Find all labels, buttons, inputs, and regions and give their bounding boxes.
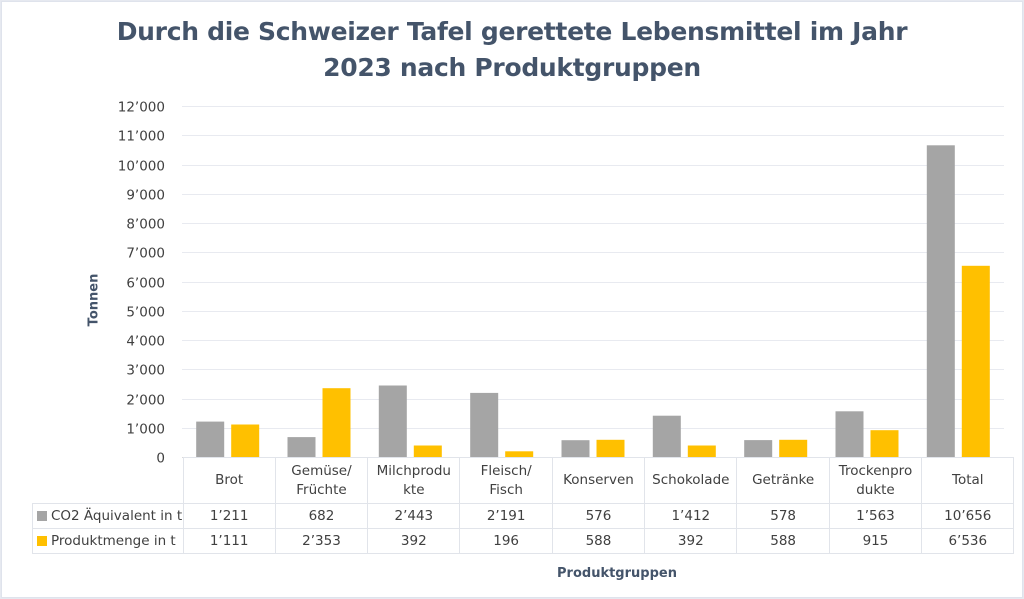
table-corner bbox=[32, 457, 184, 504]
table-cell: 2’191 bbox=[459, 503, 553, 529]
bar-co2 bbox=[196, 421, 225, 457]
table-cell: 578 bbox=[736, 503, 830, 529]
bar-co2 bbox=[926, 145, 955, 458]
bar-co2 bbox=[561, 440, 590, 457]
category-label: Total bbox=[921, 457, 1015, 504]
gridlines bbox=[182, 106, 1004, 458]
chart-title-line-1: Durch die Schweizer Tafel gerettete Lebe… bbox=[116, 17, 908, 46]
table-cell: 392 bbox=[644, 528, 738, 554]
table-cell: 1’563 bbox=[828, 503, 923, 529]
data-table: Brot Gemüse/Früchte Milchprodu kte Fleisch/F… bbox=[32, 457, 1015, 554]
table-cell: 6’536 bbox=[921, 528, 1015, 554]
table-cell: 915 bbox=[828, 528, 923, 554]
bar-co2 bbox=[835, 411, 864, 457]
bar-produktmenge bbox=[505, 451, 534, 457]
category-label: Gemüse/Früchte bbox=[274, 457, 369, 504]
bar-co2 bbox=[652, 415, 681, 457]
y-tick-label: 1’000 bbox=[126, 422, 165, 438]
category-label: Getränke bbox=[736, 457, 830, 504]
legend-entry: CO2 Äquivalent in t bbox=[32, 503, 184, 529]
table-cell: 2’353 bbox=[274, 528, 369, 554]
bar-co2 bbox=[744, 440, 773, 457]
table-cell: 1’111 bbox=[182, 528, 276, 554]
table-cell: 1’211 bbox=[182, 503, 276, 529]
bar-produktmenge bbox=[413, 445, 442, 457]
bar-co2 bbox=[287, 437, 316, 457]
table-cell: 682 bbox=[274, 503, 369, 529]
legend-label: Produktmenge in t bbox=[51, 533, 176, 549]
table-row: CO2 Äquivalent in t 1’211 682 2’443 2’191 576… bbox=[32, 503, 1015, 529]
legend-key-icon bbox=[37, 511, 47, 521]
table-cell: 588 bbox=[551, 528, 646, 554]
y-tick-label: 2’000 bbox=[126, 393, 165, 409]
y-tick-label: 8’000 bbox=[126, 217, 165, 233]
chart-title: Durch die Schweizer Tafel gerettete Lebe… bbox=[0, 14, 1024, 86]
table-cell: 588 bbox=[736, 528, 830, 554]
y-tick-label: 10’000 bbox=[118, 159, 165, 175]
table-cell: 2’443 bbox=[367, 503, 461, 529]
table-cell: 1’412 bbox=[644, 503, 738, 529]
bar-co2 bbox=[378, 385, 407, 457]
category-label: Milchprodu kte bbox=[367, 457, 461, 504]
table-row: Produktmenge in t 1’111 2’353 392 196 588 392 5… bbox=[32, 528, 1015, 554]
legend-key-icon bbox=[37, 536, 47, 546]
y-axis-ticks: 01’0002’0003’0004’0005’0006’0007’0008’00… bbox=[118, 100, 165, 467]
table-cell: 196 bbox=[459, 528, 553, 554]
bar-produktmenge bbox=[687, 445, 716, 457]
y-tick-label: 6’000 bbox=[126, 276, 165, 292]
y-tick-label: 11’000 bbox=[118, 129, 165, 145]
category-label: Schokolade bbox=[644, 457, 738, 504]
bars bbox=[196, 145, 990, 458]
x-axis-label: Produktgruppen bbox=[557, 566, 677, 581]
y-axis-label: Tonnen bbox=[86, 273, 102, 327]
y-tick-label: 12’000 bbox=[118, 100, 165, 116]
bar-produktmenge bbox=[870, 430, 899, 457]
category-label: Trockenpro dukte bbox=[828, 457, 923, 504]
legend-entry: Produktmenge in t bbox=[32, 528, 184, 554]
y-tick-label: 5’000 bbox=[126, 305, 165, 321]
table-header-row: Brot Gemüse/Früchte Milchprodu kte Fleisch/F… bbox=[32, 457, 1015, 504]
y-tick-label: 3’000 bbox=[126, 363, 165, 379]
table-cell: 10’656 bbox=[921, 503, 1015, 529]
y-tick-label: 4’000 bbox=[126, 334, 165, 350]
table-cell: 576 bbox=[551, 503, 646, 529]
y-tick-label: 7’000 bbox=[126, 246, 165, 262]
bar-produktmenge bbox=[322, 388, 351, 457]
bar-produktmenge bbox=[231, 424, 260, 457]
y-tick-label: 9’000 bbox=[126, 188, 165, 204]
legend-label: CO2 Äquivalent in t bbox=[51, 508, 183, 524]
bar-co2 bbox=[470, 392, 499, 457]
bar-produktmenge bbox=[596, 439, 625, 457]
category-label: Fleisch/Fisch bbox=[459, 457, 553, 504]
bar-produktmenge bbox=[961, 265, 990, 457]
bar-produktmenge bbox=[779, 439, 808, 457]
category-label: Konserven bbox=[551, 457, 646, 504]
table-cell: 392 bbox=[367, 528, 461, 554]
chart-title-line-2: 2023 nach Produktgruppen bbox=[323, 53, 701, 82]
category-label: Brot bbox=[182, 457, 276, 504]
